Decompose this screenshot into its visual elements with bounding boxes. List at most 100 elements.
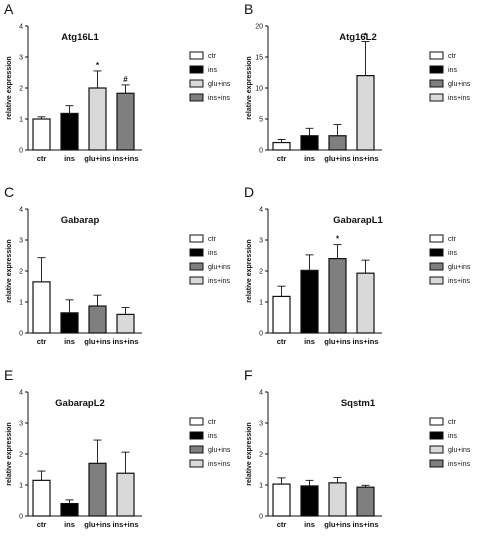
- legend-swatch: [189, 65, 204, 74]
- bar-ins: [60, 112, 79, 151]
- bar-glu-ins: [88, 462, 107, 517]
- bar-glu-ins: [88, 87, 107, 151]
- panel-title: Sqstm1: [341, 398, 376, 409]
- y-tick-label: 2: [259, 452, 263, 459]
- y-tick-label: 4: [19, 24, 23, 31]
- legend-label: ins+ins: [208, 95, 230, 102]
- x-tick-label: ctr: [277, 337, 287, 346]
- y-tick-label: 0: [259, 331, 263, 338]
- y-tick-label: 3: [259, 421, 263, 428]
- y-tick-label: 3: [259, 238, 263, 245]
- x-tick-label: ins+ins: [112, 154, 138, 163]
- legend-label: ctr: [448, 236, 456, 243]
- bar-ins-ins: [356, 74, 375, 151]
- y-tick-label: 0: [19, 148, 23, 155]
- y-tick-label: 3: [19, 238, 23, 245]
- y-axis-label: relative expression: [246, 422, 253, 485]
- x-tick-label: ins: [64, 520, 75, 529]
- y-tick-label: 4: [259, 390, 263, 397]
- bar-ctr: [32, 479, 51, 517]
- y-tick-label: 20: [255, 24, 263, 31]
- x-tick-label: ins+ins: [352, 154, 378, 163]
- x-tick-label: ins: [304, 337, 315, 346]
- y-tick-label: 3: [19, 421, 23, 428]
- legend-label: ins: [208, 67, 217, 74]
- bar-ctr: [32, 281, 51, 334]
- significance-mark: #: [123, 75, 128, 84]
- x-tick-label: ctr: [37, 337, 47, 346]
- panel-title: Gabarap: [61, 215, 100, 226]
- panel-a: A Atg16L1 0 1 2 3 4 relative expression ctr ins * g…: [4, 1, 231, 163]
- legend-label: glu+ins: [448, 447, 471, 454]
- legend-label: ins: [448, 433, 457, 440]
- x-tick-label: ins: [64, 154, 75, 163]
- legend-swatch: [429, 248, 444, 257]
- x-tick-label: ins+ins: [352, 337, 378, 346]
- y-tick-label: 1: [259, 483, 263, 490]
- y-tick-label: 2: [19, 452, 23, 459]
- x-tick-label: ins: [304, 520, 315, 529]
- x-tick-label: ins+ins: [352, 520, 378, 529]
- legend-swatch: [189, 459, 204, 468]
- legend-swatch: [189, 234, 204, 243]
- bar-ctr: [32, 118, 51, 151]
- legend-label: ins: [208, 250, 217, 257]
- y-tick-label: 10: [255, 86, 263, 93]
- legend-swatch: [189, 417, 204, 426]
- legend-label: ins+ins: [208, 278, 230, 285]
- legend-label: ins: [448, 250, 457, 257]
- legend-swatch: [429, 459, 444, 468]
- significance-mark: *: [364, 32, 368, 41]
- bar-glu-ins: [328, 482, 347, 517]
- legend-swatch: [189, 445, 204, 454]
- x-tick-label: glu+ins: [324, 154, 350, 163]
- legend-swatch: [429, 445, 444, 454]
- y-tick-label: 0: [259, 148, 263, 155]
- legend-swatch: [189, 93, 204, 102]
- x-tick-label: glu+ins: [324, 520, 350, 529]
- panel-title: GabarapL2: [55, 398, 105, 409]
- y-tick-label: 1: [19, 483, 23, 490]
- legend-label: ctr: [208, 53, 216, 60]
- legend-swatch: [429, 431, 444, 440]
- legend-swatch: [429, 276, 444, 285]
- legend-swatch: [429, 79, 444, 88]
- y-tick-label: 1: [259, 300, 263, 307]
- x-tick-label: glu+ins: [324, 337, 350, 346]
- x-tick-label: ctr: [277, 520, 287, 529]
- legend-swatch: [189, 276, 204, 285]
- legend-swatch: [429, 51, 444, 60]
- bar-ins-ins: [116, 92, 135, 151]
- legend-label: glu+ins: [208, 264, 231, 271]
- y-axis-label: relative expression: [6, 56, 13, 119]
- legend-label: ctr: [448, 419, 456, 426]
- x-tick-label: ctr: [37, 154, 47, 163]
- panel-letter: B: [244, 1, 253, 17]
- panel-title: GabarapL1: [333, 215, 383, 226]
- bar-ins: [300, 485, 319, 517]
- legend-swatch: [429, 234, 444, 243]
- bar-ins: [300, 269, 319, 334]
- x-tick-label: ctr: [37, 520, 47, 529]
- bar-ins-ins: [356, 486, 375, 517]
- legend-label: glu+ins: [208, 447, 231, 454]
- legend-label: ins: [208, 433, 217, 440]
- legend-label: ctr: [448, 53, 456, 60]
- y-tick-label: 0: [19, 331, 23, 338]
- x-tick-label: glu+ins: [84, 520, 110, 529]
- y-tick-label: 3: [19, 55, 23, 62]
- bar-ins: [300, 135, 319, 151]
- panel-letter: F: [244, 367, 253, 383]
- legend-swatch: [189, 431, 204, 440]
- x-tick-label: ins+ins: [112, 520, 138, 529]
- bar-ins-ins: [116, 472, 135, 517]
- y-tick-label: 2: [259, 269, 263, 276]
- legend-swatch: [429, 262, 444, 271]
- x-tick-label: ins+ins: [112, 337, 138, 346]
- x-tick-label: ins: [304, 154, 315, 163]
- legend-label: glu+ins: [208, 81, 231, 88]
- x-tick-label: glu+ins: [84, 154, 110, 163]
- y-tick-label: 4: [19, 207, 23, 214]
